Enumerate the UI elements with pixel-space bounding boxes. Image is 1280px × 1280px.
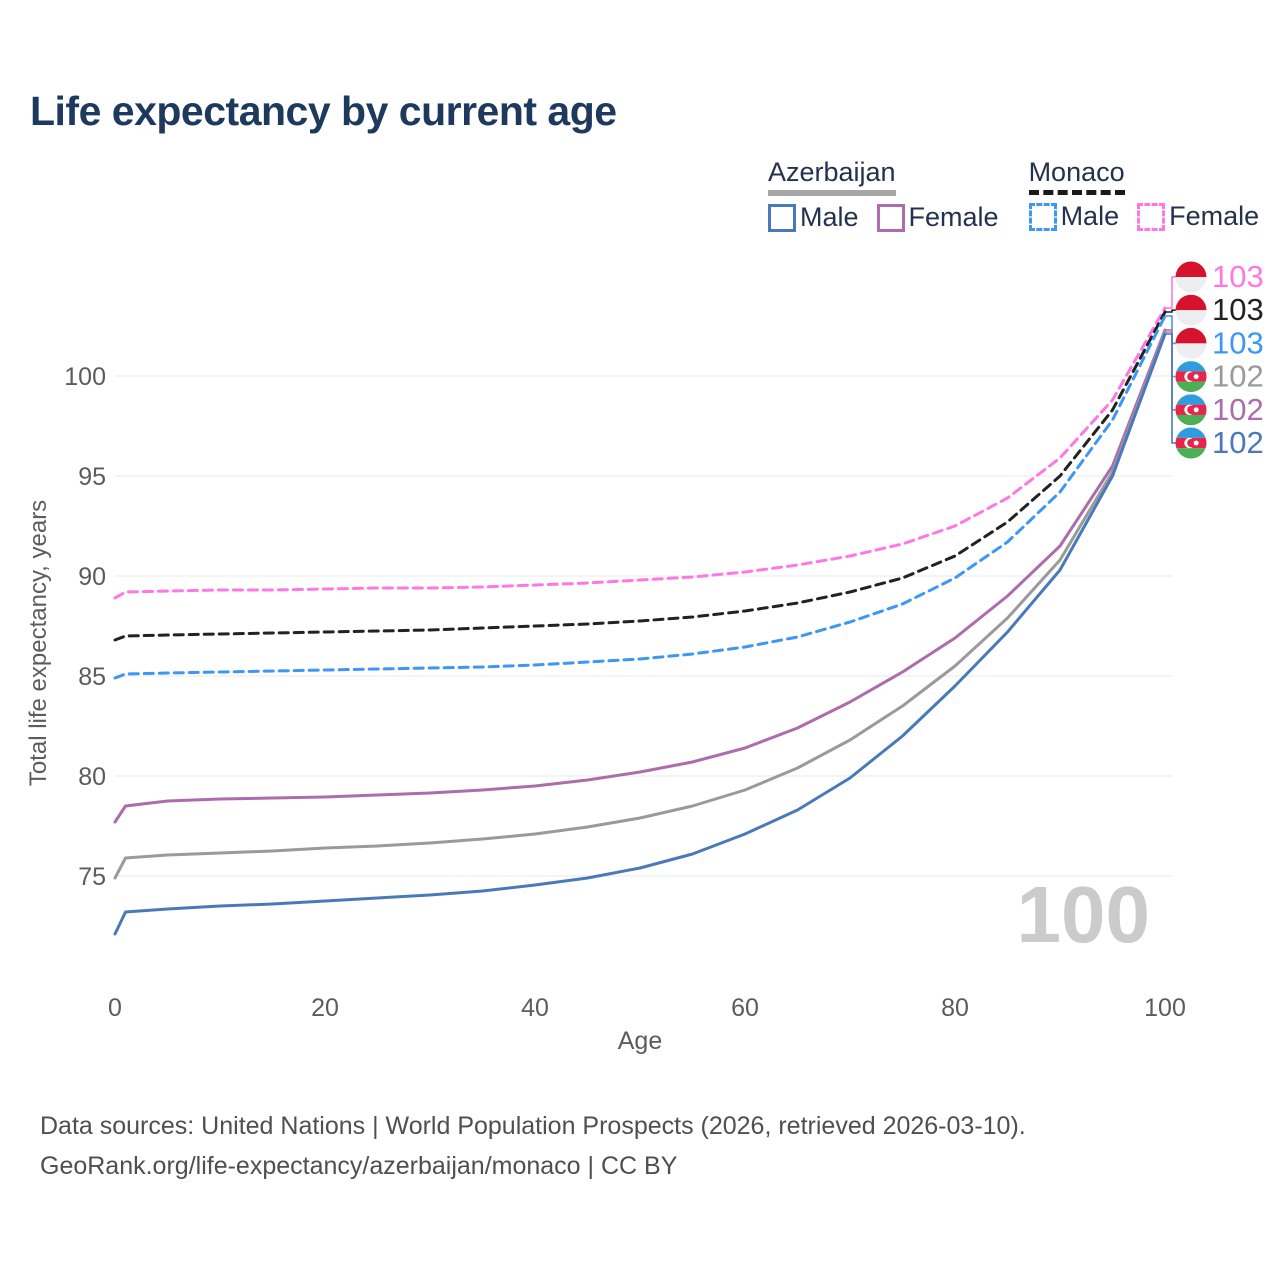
azerbaijan-flag-icon (1175, 394, 1207, 426)
legend-item-monaco-female[interactable]: Female (1137, 201, 1260, 232)
legend-label-monaco-female: Female (1169, 201, 1260, 232)
legend: Azerbaijan Male Female Monaco Male Femal… (768, 157, 1260, 233)
y-tick-label: 100 (64, 363, 106, 391)
legend-group-azerbaijan: Azerbaijan Male Female (768, 157, 999, 233)
x-tick-label: 100 (1144, 994, 1186, 1022)
end-value-monaco-female: 103 (1212, 259, 1264, 294)
legend-label-monaco-male: Male (1060, 201, 1120, 232)
legend-country-azerbaijan[interactable]: Azerbaijan (768, 157, 896, 196)
x-tick-label: 20 (311, 994, 339, 1022)
azerbaijan-female-swatch-icon (876, 203, 905, 232)
series-line-monaco (113, 310, 1167, 642)
attribution-text: GeoRank.org/life-expectancy/azerbaijan/m… (40, 1152, 678, 1180)
life-expectancy-chart: 75 80 85 90 95 100 0 20 40 60 80 100 Age Total life e… (25, 259, 1264, 1055)
legend-label-azerbaijan-female: Female (908, 202, 999, 233)
y-axis-title: Total life expectancy, years (25, 500, 52, 786)
legend-item-azerbaijan-male[interactable]: Male (768, 202, 859, 233)
x-axis-title: Age (618, 1027, 662, 1055)
azerbaijan-flag-icon (1175, 361, 1207, 393)
azerbaijan-male-swatch-icon (768, 203, 796, 232)
end-value-monaco: 103 (1212, 292, 1264, 327)
series-line-monaco-female (113, 306, 1167, 600)
series-line-azerbaijan-female (113, 328, 1167, 824)
legend-country-monaco[interactable]: Monaco (1028, 157, 1125, 195)
end-value-monaco-male: 103 (1212, 325, 1264, 360)
monaco-flag-icon (1175, 294, 1207, 326)
monaco-flag-icon (1175, 261, 1207, 293)
legend-item-monaco-male[interactable]: Male (1028, 201, 1120, 232)
legend-items-azerbaijan: Male Female (768, 202, 999, 233)
data-sources-text: Data sources: United Nations | World Pop… (40, 1112, 1026, 1140)
page-title: Life expectancy by current age (30, 88, 617, 134)
label-connector (1165, 333, 1179, 444)
series-line-azerbaijan (113, 330, 1167, 880)
gridlines: 75 80 85 90 95 100 (64, 363, 1172, 891)
legend-items-monaco: Male Female (1028, 201, 1260, 232)
y-tick-label: 90 (78, 563, 106, 591)
end-value-azerbaijan-male: 102 (1212, 425, 1264, 460)
age-watermark: 100 (1017, 870, 1150, 959)
y-tick-label: 80 (78, 763, 106, 791)
x-tick-label: 0 (108, 994, 122, 1022)
y-tick-label: 95 (78, 463, 106, 491)
y-tick-label: 75 (78, 863, 106, 891)
x-tick-label: 60 (731, 994, 759, 1022)
x-tick-label: 40 (521, 994, 549, 1022)
x-tick-label: 80 (941, 994, 969, 1022)
chart-footer: Data sources: United Nations | World Pop… (40, 1106, 1026, 1186)
legend-item-azerbaijan-female[interactable]: Female (876, 202, 999, 233)
series-line-monaco-male (113, 314, 1167, 680)
azerbaijan-flag-icon (1175, 427, 1207, 459)
monaco-flag-icon (1175, 327, 1207, 359)
end-value-azerbaijan: 102 (1212, 359, 1264, 394)
legend-group-monaco: Monaco Male Female (1028, 157, 1260, 232)
series-line-azerbaijan-male (113, 332, 1167, 936)
monaco-female-swatch-icon (1137, 202, 1166, 231)
y-tick-label: 85 (78, 663, 106, 691)
monaco-male-swatch-icon (1028, 202, 1057, 231)
legend-label-azerbaijan-male: Male (800, 202, 859, 233)
end-value-azerbaijan-female: 102 (1212, 392, 1264, 427)
